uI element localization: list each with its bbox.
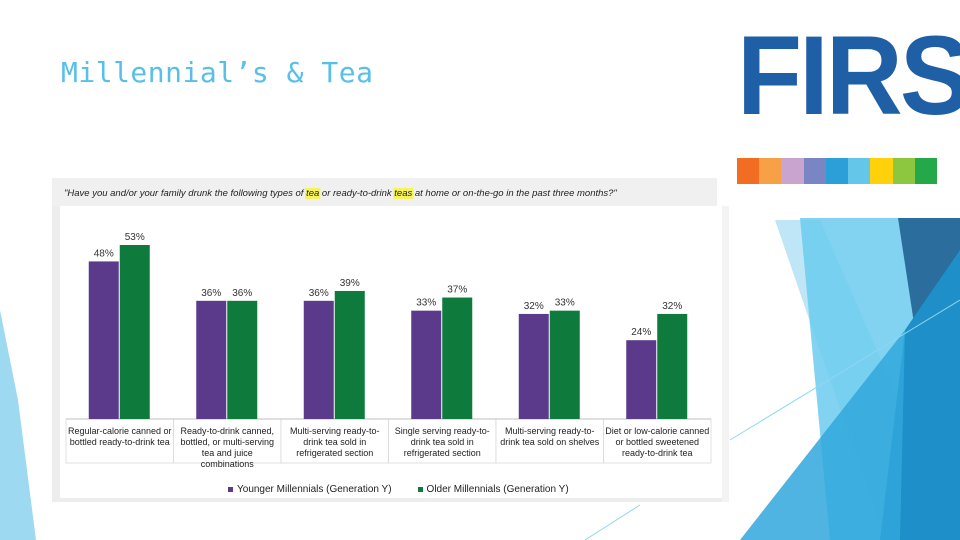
logo-strip-block	[914, 158, 937, 184]
chart-left-border	[52, 206, 60, 502]
logo-color-strip	[737, 158, 937, 184]
category-label-line: Ready-to-drink canned,	[180, 426, 274, 436]
logo-wordmark: FIRSt	[737, 13, 960, 138]
data-label: 48%	[94, 248, 114, 259]
bar-older	[442, 297, 473, 419]
bar-older	[119, 245, 150, 419]
deco-triangle-lower	[740, 330, 905, 540]
data-label: 53%	[125, 232, 145, 243]
data-label: 36%	[201, 288, 221, 299]
category-label: Regular-calorie canned or bottled ready-t…	[68, 426, 172, 447]
question-band	[52, 178, 717, 206]
bar-younger	[303, 300, 334, 419]
bar-younger	[411, 310, 442, 419]
data-label: 36%	[232, 288, 252, 299]
logo-strip-block	[737, 158, 760, 184]
question-segment: "Have you and/or your family drunk the f…	[64, 188, 306, 199]
category-label-line: bottled, or multi-serving	[180, 437, 274, 447]
category-label-line: Multi-serving ready-to-	[290, 426, 380, 436]
data-label: 24%	[631, 327, 651, 338]
bar-older	[657, 313, 688, 419]
survey-question: "Have you and/or your family drunk the f…	[64, 188, 617, 199]
deco-left-triangle	[0, 310, 36, 540]
data-label: 33%	[555, 298, 575, 309]
logo-strip-block	[892, 158, 915, 184]
category-label-line: ready-to-drink tea	[622, 448, 693, 458]
question-highlight: teas	[394, 188, 412, 199]
data-label: 36%	[309, 288, 329, 299]
firstlogo: FIRSt	[737, 20, 960, 136]
chart-legend: Younger Millennials (Generation Y) Older …	[228, 484, 569, 495]
data-label: 33%	[416, 298, 436, 309]
highlight-marker	[393, 188, 414, 199]
legend-label: Older Millennials (Generation Y)	[426, 484, 569, 495]
legend-swatch	[228, 487, 233, 492]
logo-strip-block	[803, 158, 826, 184]
bar-younger	[196, 300, 227, 419]
category-label-line: drink tea sold on shelves	[500, 437, 600, 447]
page-title: Millennial’s & Tea	[61, 56, 374, 89]
bar-chart: "Have you and/or your family drunk the f…	[52, 178, 729, 502]
legend-item: Older Millennials (Generation Y)	[417, 484, 569, 495]
data-label: 37%	[447, 285, 467, 296]
deco-line-1	[729, 299, 960, 441]
category-label-line: combinations	[201, 459, 255, 469]
category-label: Ready-to-drink canned, bottled, or multi-…	[180, 426, 274, 469]
data-label: 32%	[662, 301, 682, 312]
logo-strip-block	[781, 158, 804, 184]
data-label: 39%	[340, 278, 360, 289]
category-cell	[603, 418, 712, 464]
category-label-line: refrigerated section	[296, 448, 373, 458]
bar-younger	[518, 313, 549, 419]
category-cell	[65, 418, 174, 464]
logo-strip-block	[870, 158, 893, 184]
category-label-line: bottled ready-to-drink tea	[70, 437, 170, 447]
logo-strip-block	[848, 158, 871, 184]
category-cell	[173, 418, 282, 464]
bar-older	[549, 310, 580, 419]
category-label-line: or bottled sweetened	[615, 437, 699, 447]
logo-strip-block	[759, 158, 782, 184]
category-label-line: tea and juice	[202, 448, 253, 458]
highlight-marker	[305, 188, 321, 199]
category-label-line: drink tea sold in	[303, 437, 366, 447]
category-label-line: Single serving ready-to-	[395, 426, 490, 436]
question-segment: at home or on-the-go in the past three m…	[412, 188, 617, 199]
category-label-line: Diet or low-calorie canned	[605, 426, 709, 436]
question-highlight: tea	[306, 188, 319, 199]
category-label: Diet or low-calorie canned or bottled swe…	[605, 426, 709, 458]
logo-strip-block	[825, 158, 849, 184]
category-label-line: Multi-serving ready-to-	[505, 426, 595, 436]
bar-older	[334, 290, 365, 419]
bar-older	[227, 300, 258, 419]
category-label: Single serving ready-to-drink tea sold i…	[395, 426, 490, 458]
chart-bottom-border	[52, 498, 729, 502]
bar-younger	[626, 340, 657, 419]
data-label: 32%	[524, 301, 544, 312]
category-label-line: refrigerated section	[404, 448, 481, 458]
legend-item: Younger Millennials (Generation Y)	[228, 484, 392, 495]
deco-line-2	[584, 504, 641, 540]
category-label-line: Regular-calorie canned or	[68, 426, 172, 436]
bar-younger	[88, 261, 119, 419]
category-label-line: drink tea sold in	[411, 437, 474, 447]
legend-swatch	[417, 487, 423, 492]
category-cell	[280, 418, 389, 464]
category-label: Multi-serving ready-to-drink tea sold in…	[290, 426, 380, 458]
chart-right-border	[722, 206, 729, 502]
legend-label: Younger Millennials (Generation Y)	[237, 484, 392, 495]
question-segment: or ready-to-drink	[319, 188, 394, 199]
category-label: Multi-serving ready-to-drink tea sold on…	[500, 426, 600, 447]
